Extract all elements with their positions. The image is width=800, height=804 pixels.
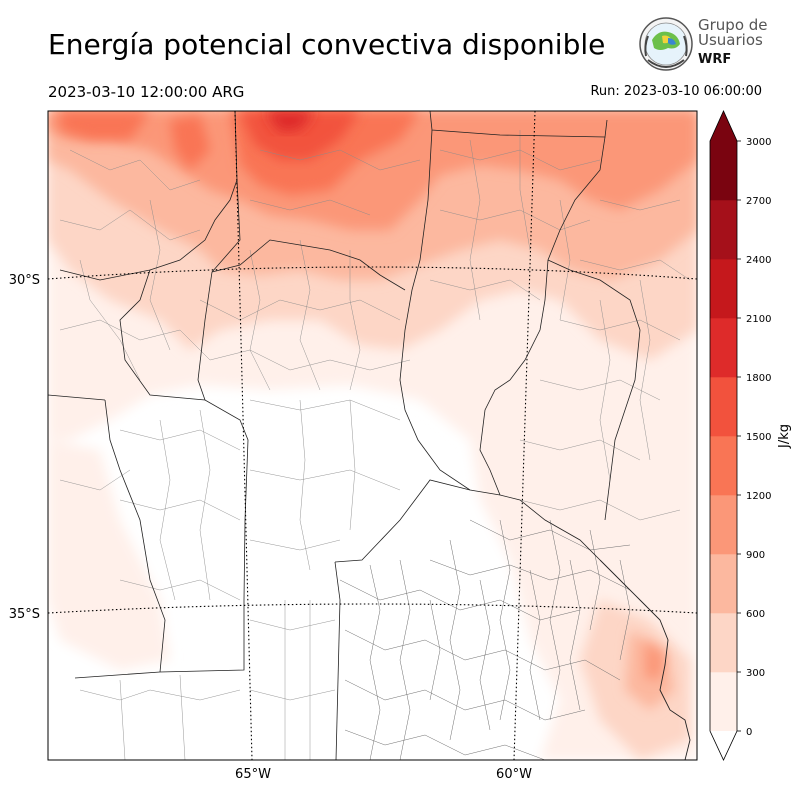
map-frame [47,110,698,761]
lon-label-60w: 60°W [496,767,532,782]
buenos-aires-partidos [339,519,631,760]
graticule [48,111,697,760]
cape-band-900-1200 [48,111,697,680]
logo-line-2: Usuarios [698,31,763,49]
wrf-group-logo: Grupo de Usuarios WRF [638,16,768,72]
colorbar-label: J/kg [777,424,792,449]
department-boundaries [59,130,691,760]
logo-line-3: WRF [698,52,732,67]
colorbar-tick-label: 1500 [746,432,771,443]
lon-label-65w: 65°W [235,767,271,782]
coastline [599,559,691,760]
colorbar-ticks: 0 300 600 900 1200 1500 1800 2100 2400 2700 3000 [737,137,771,738]
colorbar-tick-label: 1800 [746,373,771,384]
parallel-35s [48,603,697,614]
run-time: Run: 2023-03-10 06:00:00 [590,84,762,99]
cape-band-1800-2100 [265,111,315,132]
colorbar-segment [710,318,737,378]
colorbar-tick-label: 1200 [746,491,771,502]
colorbar-segment [710,377,737,437]
colorbar-tick-label: 0 [746,727,752,738]
cape-field [48,111,697,760]
logo-line-1: Grupo de [698,16,768,34]
cape-band-1500-1800 [240,111,360,160]
colorbar-tick-label: 600 [746,609,765,620]
lat-label-30s: 30°S [9,273,40,288]
colorbar-tick-label: 900 [746,550,765,561]
colorbar-segment [710,613,737,673]
colorbar-tick-label: 2400 [746,255,771,266]
colorbar-segment [710,141,737,201]
colorbar-tick-label: 300 [746,668,765,679]
colorbar-segment [710,436,737,496]
meridian-65w [234,111,253,760]
parallel-30s [48,266,697,280]
lat-label-35s: 35°S [9,607,40,622]
colorbar-segment [710,259,737,319]
colorbar-extend-top [710,111,737,141]
colorbar-segment [710,554,737,614]
colorbar: 0 300 600 900 1200 1500 1800 2100 2400 2700 3000 J… [709,110,792,761]
colorbar-segment [710,495,737,555]
colorbar-segments [710,141,737,732]
meridian-60w [513,111,536,760]
colorbar-extend-bottom [710,731,737,760]
valid-time: 2023-03-10 12:00:00 ARG [48,83,245,101]
province-boundaries [48,111,641,760]
colorbar-segment [710,672,737,732]
map-title: Energía potencial convectiva disponible [48,28,606,61]
colorbar-tick-label: 2700 [746,196,771,207]
globe-emblem-icon [639,17,693,71]
logo-text: Grupo de Usuarios [698,18,768,48]
colorbar-tick-label: 3000 [746,137,771,148]
colorbar-tick-label: 2100 [746,314,771,325]
colorbar-segment [710,200,737,260]
